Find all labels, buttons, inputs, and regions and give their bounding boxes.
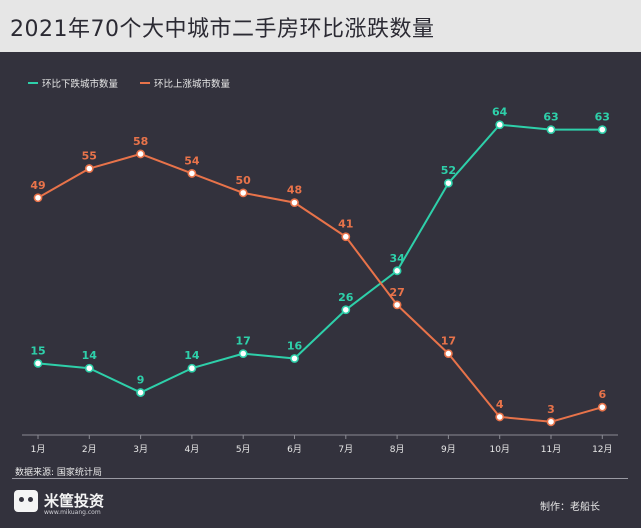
x-tick-label: 8月 — [390, 444, 405, 455]
data-label: 4 — [496, 398, 504, 411]
brand-badge-icon — [14, 490, 38, 512]
x-tick-label: 1月 — [31, 444, 46, 455]
series-line — [37, 152, 603, 423]
data-label: 17 — [236, 335, 251, 348]
series-line — [37, 123, 603, 394]
x-tick-label: 10月 — [489, 444, 509, 455]
data-point — [597, 125, 607, 134]
data-label: 3 — [547, 403, 555, 416]
x-tick-label: 2月 — [82, 444, 97, 455]
data-label: 6 — [598, 388, 606, 401]
x-tick-label: 11月 — [541, 444, 561, 455]
data-point — [495, 120, 505, 130]
x-tick-label: 12月 — [592, 444, 612, 455]
data-label: 54 — [184, 154, 200, 167]
data-label: 14 — [184, 349, 200, 362]
data-point — [33, 358, 43, 368]
data-label: 50 — [236, 174, 252, 187]
x-tick-label: 7月 — [338, 444, 353, 455]
data-label: 48 — [287, 184, 302, 197]
legend-label: 环比下跌城市数量 — [42, 78, 119, 90]
data-point — [136, 388, 145, 397]
data-point — [187, 169, 197, 178]
x-tick-label: 4月 — [185, 444, 200, 455]
data-point — [187, 363, 197, 373]
data-label: 63 — [543, 111, 558, 124]
data-point — [84, 363, 94, 373]
data-point — [443, 178, 453, 188]
data-label: 15 — [30, 344, 45, 357]
data-label: 34 — [389, 252, 405, 265]
x-tick-label: 6月 — [287, 444, 302, 455]
data-label: 17 — [441, 335, 456, 348]
data-label: 55 — [82, 150, 97, 163]
x-tick-label: 9月 — [441, 444, 456, 455]
data-label: 49 — [30, 179, 45, 192]
data-point — [341, 305, 351, 315]
legend-label: 环比上涨城市数量 — [154, 78, 231, 90]
x-tick-label: 3月 — [133, 444, 148, 455]
title-bar: 2021年70个大中城市二手房环比涨跌数量 — [0, 0, 641, 52]
data-label: 9 — [137, 374, 145, 387]
data-point — [84, 164, 94, 173]
data-label: 58 — [133, 135, 148, 148]
data-point — [33, 193, 43, 203]
data-point — [238, 349, 248, 359]
data-point — [392, 266, 402, 276]
data-point — [238, 188, 248, 198]
data-point — [597, 402, 607, 412]
data-point — [546, 125, 556, 134]
data-label: 26 — [338, 291, 354, 304]
data-label: 41 — [338, 218, 353, 231]
data-point — [546, 417, 556, 427]
data-point — [495, 412, 505, 422]
data-point — [443, 349, 453, 359]
data-label: 63 — [595, 111, 610, 124]
data-label: 52 — [441, 164, 456, 177]
data-point — [290, 198, 299, 208]
brand-url: www.mikuang.com — [44, 509, 101, 516]
data-label: 27 — [389, 286, 404, 299]
data-point — [136, 149, 145, 159]
data-source: 数据来源: 国家统计局 — [15, 468, 102, 478]
data-point — [290, 354, 299, 363]
footer-divider — [12, 478, 628, 479]
data-label: 14 — [82, 349, 98, 362]
x-tick-label: 5月 — [236, 444, 251, 455]
chart-title: 2021年70个大中城市二手房环比涨跌数量 — [10, 17, 435, 42]
chart-panel — [0, 52, 641, 528]
data-point — [341, 232, 351, 242]
data-point — [392, 300, 402, 310]
data-label: 64 — [492, 106, 508, 119]
data-label: 16 — [287, 339, 303, 352]
maker-credit: 制作：老船长 — [540, 502, 600, 513]
brand-name: 米筐投资 — [44, 492, 105, 510]
